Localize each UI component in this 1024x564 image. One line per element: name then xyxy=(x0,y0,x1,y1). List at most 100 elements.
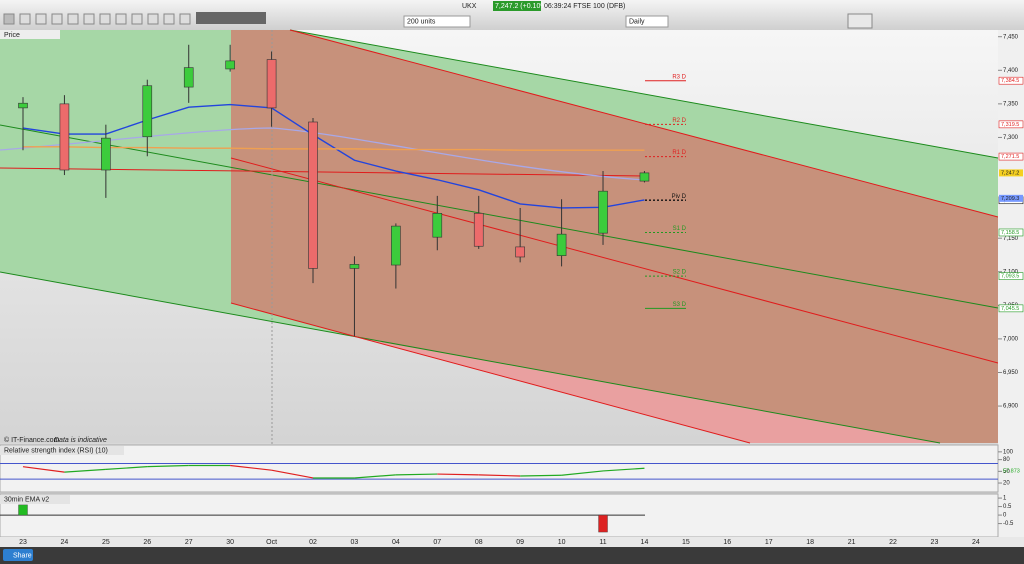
x-tick-label: 14 xyxy=(641,539,649,546)
icon[interactable] xyxy=(35,13,47,25)
rsi-line xyxy=(561,470,604,476)
icon[interactable] xyxy=(19,13,31,25)
y-tick-label: 7,300 xyxy=(1003,135,1019,141)
icon[interactable] xyxy=(115,13,127,25)
color-picker[interactable] xyxy=(196,12,266,24)
x-tick-label: 17 xyxy=(765,539,773,546)
x-tick-label: 21 xyxy=(848,539,856,546)
candle-body xyxy=(59,103,70,171)
icon[interactable] xyxy=(99,13,111,25)
price-label-box xyxy=(998,272,1024,280)
price-label-box xyxy=(998,76,1024,85)
x-tick-label: 24 xyxy=(61,539,69,546)
price-label-box xyxy=(998,304,1024,313)
icon[interactable] xyxy=(179,13,191,25)
trend-line xyxy=(230,157,999,364)
pivot-name: R3 D xyxy=(672,74,686,80)
trend-line xyxy=(0,271,941,444)
red-channel xyxy=(231,30,998,443)
candle-body xyxy=(515,246,525,258)
x-tick-label: 27 xyxy=(185,539,193,546)
x-tick-label: 23 xyxy=(931,539,939,546)
x-tick-label: 22 xyxy=(889,539,897,546)
candle-body xyxy=(473,213,484,247)
x-tick-label: 02 xyxy=(309,539,317,546)
price-box xyxy=(493,1,541,11)
icon[interactable] xyxy=(131,13,143,25)
rsi-line xyxy=(354,474,396,479)
pivot-name: S3 D xyxy=(673,302,687,308)
y-tick-label: 7,150 xyxy=(1003,236,1019,242)
price-label-box xyxy=(998,152,1024,161)
candle-body xyxy=(18,102,28,109)
trend-line xyxy=(289,29,999,159)
rsi-line xyxy=(602,467,645,472)
pivot-name: S1 D xyxy=(673,226,687,232)
candle-body xyxy=(142,85,153,138)
icon[interactable] xyxy=(163,13,175,25)
candle-body xyxy=(432,213,443,238)
trend-line xyxy=(0,124,999,309)
price-label: 7,209.3 xyxy=(1001,196,1019,202)
candle-body xyxy=(639,172,650,182)
share-button[interactable] xyxy=(3,549,33,561)
panel-title: Price xyxy=(4,32,20,39)
source: © IT-Finance.com xyxy=(4,436,60,444)
right-axis xyxy=(998,30,1024,537)
rsi-line xyxy=(478,474,521,477)
candle-body xyxy=(391,225,401,266)
candle-body xyxy=(556,233,567,256)
rsi-line xyxy=(271,469,314,479)
y-tick-label: 50 xyxy=(1003,469,1010,475)
moving-average xyxy=(23,146,645,151)
x-tick-label: 03 xyxy=(351,539,359,546)
x-tick-label: 09 xyxy=(516,539,524,546)
icon[interactable] xyxy=(51,13,63,25)
chart-type-button[interactable] xyxy=(847,13,873,29)
y-tick-label: 0.5 xyxy=(1003,504,1012,510)
rsi-line xyxy=(64,468,106,473)
panel-title: Relative strength index (RSI) (10) xyxy=(4,447,108,454)
y-tick-label: -0.5 xyxy=(1003,521,1014,527)
icon[interactable] xyxy=(3,13,15,25)
y-tick-label: 100 xyxy=(1003,449,1014,455)
x-tick-label: 16 xyxy=(723,539,731,546)
icon[interactable] xyxy=(147,13,159,25)
price-label-box xyxy=(998,120,1024,129)
toolbar-icons[interactable] xyxy=(3,12,873,29)
size-select[interactable] xyxy=(403,15,471,28)
interval-select[interactable] xyxy=(625,15,669,28)
rsi-line xyxy=(395,473,438,476)
candle-body xyxy=(183,67,194,88)
rsi-last-value: 57.873 xyxy=(1003,469,1020,475)
x-tick-label: 24 xyxy=(972,539,980,546)
pivot-name: R1 D xyxy=(672,150,686,156)
candle-body xyxy=(101,137,111,171)
y-tick-label: 7,450 xyxy=(1003,34,1019,40)
rsi-line xyxy=(437,473,479,476)
y-tick-label: 0 xyxy=(1003,513,1007,519)
y-tick-label: 6,900 xyxy=(1003,404,1019,410)
x-tick-label: 04 xyxy=(392,539,400,546)
x-tick-label: 10 xyxy=(558,539,566,546)
y-tick-label: 7,350 xyxy=(1003,101,1019,107)
price-label: 7,045.5 xyxy=(1001,306,1019,312)
x-tick-label: 07 xyxy=(433,539,441,546)
note: Data is indicative xyxy=(54,437,107,444)
candle-body xyxy=(308,121,318,269)
x-tick-label: 23 xyxy=(19,539,27,546)
x-tick-label: 18 xyxy=(806,539,814,546)
rsi-line xyxy=(520,474,562,477)
price-label-box xyxy=(999,194,1023,202)
size-value: 200 units xyxy=(407,18,436,25)
panel-header xyxy=(0,495,70,504)
pivot-name: R2 D xyxy=(672,118,686,124)
pivot-name: Piv D xyxy=(672,194,687,200)
panel-header xyxy=(0,446,124,455)
price-label: 7,271.5 xyxy=(1001,154,1019,160)
icon[interactable] xyxy=(67,13,79,25)
footer xyxy=(0,547,1024,564)
x-tick-label: 30 xyxy=(226,539,234,546)
icon[interactable] xyxy=(83,13,95,25)
